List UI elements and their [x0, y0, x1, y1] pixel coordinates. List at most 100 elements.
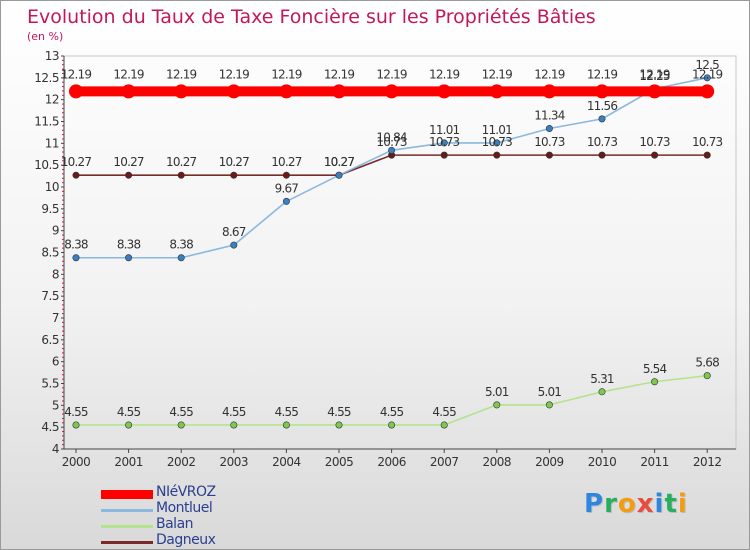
- data-point: [440, 421, 448, 429]
- data-label: 10.84: [376, 130, 407, 144]
- data-label: 11.34: [534, 108, 565, 122]
- data-label: 12.19: [271, 67, 302, 81]
- data-label: 5.31: [590, 372, 614, 386]
- y-tick-label: 6.5: [41, 333, 59, 347]
- data-label: 4.55: [275, 405, 299, 419]
- data-label: 5.68: [695, 356, 719, 370]
- data-point: [703, 74, 711, 82]
- data-point: [125, 254, 133, 262]
- data-label: 4.55: [380, 405, 404, 419]
- x-tick-label: 2008: [483, 455, 512, 469]
- data-label: 12.19: [113, 67, 144, 81]
- data-label: 12.19: [429, 67, 460, 81]
- data-point: [177, 171, 185, 179]
- data-point: [651, 151, 659, 159]
- data-point: [226, 84, 241, 99]
- y-tick-label: 11.5: [34, 115, 59, 129]
- legend-swatch: [101, 525, 153, 528]
- y-tick-label: 8.5: [41, 246, 59, 260]
- data-label: 8.67: [222, 225, 246, 239]
- y-tick-label: 11: [45, 136, 59, 150]
- data-point: [282, 171, 290, 179]
- data-point: [700, 84, 715, 99]
- data-label: 10.27: [61, 155, 92, 169]
- data-point: [388, 146, 396, 154]
- data-label: 12.19: [61, 67, 92, 81]
- data-label: 12.19: [639, 67, 670, 81]
- y-tick-label: 5.5: [41, 377, 59, 391]
- data-label: 12.19: [376, 67, 407, 81]
- data-point: [125, 171, 133, 179]
- data-point: [332, 84, 346, 99]
- data-label: 12.25: [639, 69, 670, 83]
- legend-label: Montluel: [156, 500, 213, 516]
- data-label: 11.56: [587, 99, 618, 113]
- data-point: [174, 84, 189, 99]
- data-label: 10.73: [534, 135, 565, 149]
- data-label: 4.55: [169, 405, 193, 419]
- data-label: 10.27: [324, 155, 355, 169]
- data-label: 12.19: [534, 67, 565, 81]
- data-label: 4.55: [432, 405, 456, 419]
- data-point: [595, 84, 609, 99]
- data-point: [69, 84, 83, 99]
- data-label: 12.19: [219, 67, 250, 81]
- data-label: 8.38: [117, 238, 141, 252]
- logo-letter: r: [604, 489, 618, 519]
- x-tick-label: 2000: [62, 455, 91, 469]
- data-label: 10.27: [113, 155, 144, 169]
- chart-title: Evolution du Taux de Taxe Foncière sur l…: [27, 6, 596, 28]
- y-tick-label: 10: [45, 180, 59, 194]
- data-point: [440, 151, 448, 159]
- y-tick-label: 8: [52, 267, 59, 281]
- data-point: [493, 139, 501, 147]
- data-label: 4.55: [222, 405, 246, 419]
- data-point: [542, 84, 557, 99]
- data-point: [230, 241, 238, 249]
- data-label: 10.27: [219, 155, 250, 169]
- data-label: 10.27: [324, 155, 355, 169]
- y-tick-label: 7.5: [41, 289, 59, 303]
- x-tick-label: 2011: [640, 455, 669, 469]
- data-label: 11.01: [429, 123, 460, 137]
- data-point: [703, 372, 711, 380]
- x-tick-label: 2002: [167, 455, 196, 469]
- data-label: 12.19: [166, 67, 197, 81]
- data-point: [437, 84, 452, 99]
- data-label: 8.38: [169, 238, 193, 252]
- logo-letter: i: [677, 489, 688, 519]
- data-point: [125, 421, 133, 429]
- data-point: [335, 421, 343, 429]
- data-label: 12.19: [324, 67, 355, 81]
- x-tick-label: 2007: [430, 455, 459, 469]
- data-label: 12.19: [482, 67, 513, 81]
- data-point: [72, 421, 80, 429]
- y-tick-label: 9.5: [41, 202, 59, 216]
- data-point: [545, 151, 553, 159]
- data-label: 10.73: [376, 135, 407, 149]
- y-tick-label: 4: [52, 442, 59, 456]
- y-tick-label: 9: [52, 224, 59, 238]
- logo-letter: o: [617, 489, 637, 519]
- data-label: 10.73: [429, 135, 460, 149]
- x-tick-label: 2005: [325, 455, 354, 469]
- data-point: [545, 401, 553, 409]
- y-tick-label: 5: [52, 398, 59, 412]
- y-tick-label: 10.5: [34, 158, 59, 172]
- legend-label: Dagneux: [156, 532, 216, 548]
- legend-label: Balan: [156, 516, 194, 532]
- x-tick-label: 2010: [588, 455, 617, 469]
- data-point: [121, 84, 136, 99]
- data-label: 8.38: [64, 238, 88, 252]
- y-tick-label: 7: [52, 311, 59, 325]
- x-tick-label: 2004: [272, 455, 301, 469]
- data-point: [177, 254, 185, 262]
- data-point: [177, 421, 185, 429]
- data-label: 5.01: [485, 385, 509, 399]
- data-point: [388, 421, 396, 429]
- logo-letter: P: [584, 489, 605, 519]
- data-point: [279, 84, 294, 99]
- data-label: 10.73: [587, 135, 618, 149]
